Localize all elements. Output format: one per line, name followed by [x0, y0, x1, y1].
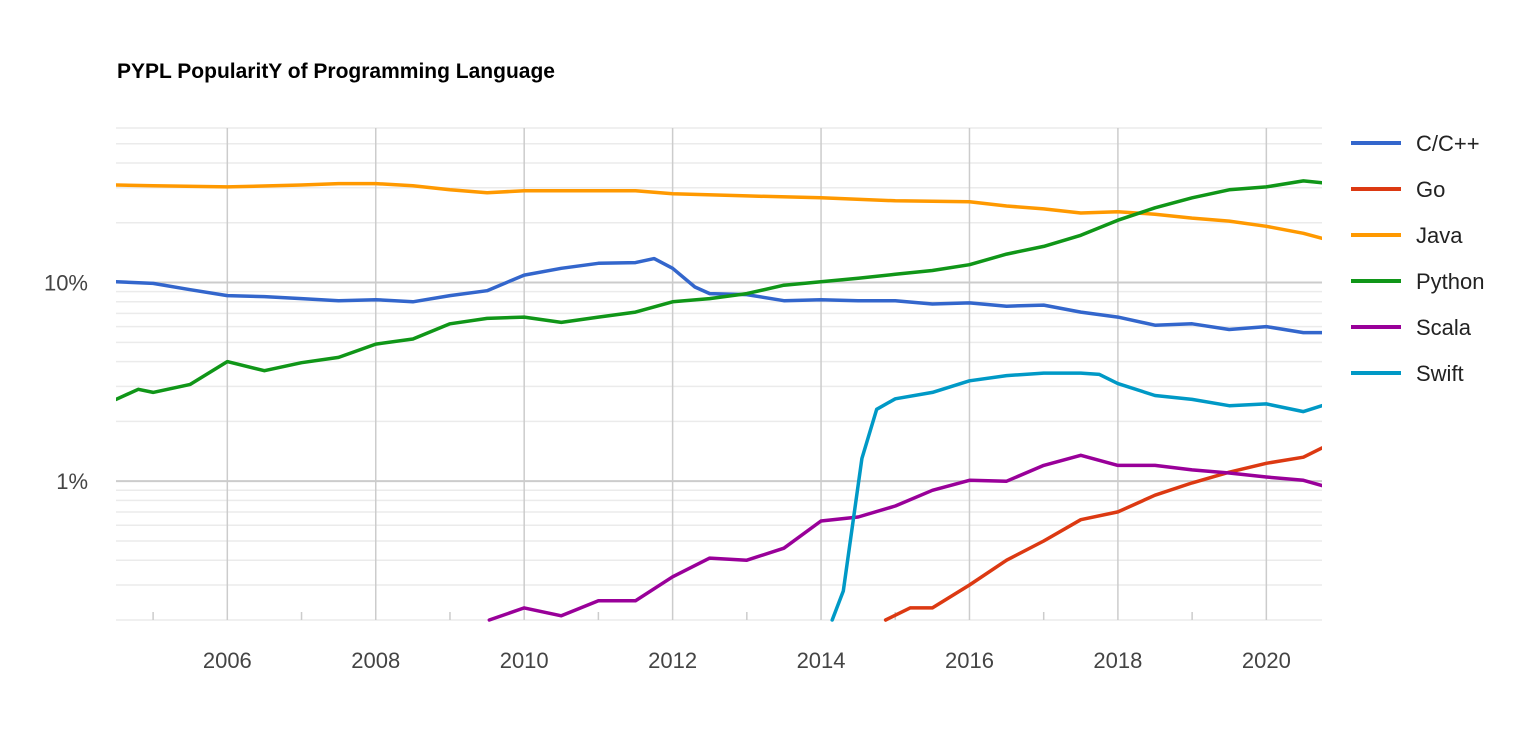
legend-label: Java: [1416, 223, 1463, 248]
x-tick-label: 2006: [203, 648, 252, 673]
y-axis: 10% 1%: [44, 271, 88, 495]
legend-label: Go: [1416, 177, 1445, 202]
y-tick-label: 10%: [44, 271, 88, 296]
legend-label: Swift: [1416, 361, 1464, 386]
x-tick-label: 2012: [648, 648, 697, 673]
x-tick-label: 2008: [351, 648, 400, 673]
legend-item: Go: [1351, 177, 1445, 202]
series-line-go: [883, 446, 1322, 622]
x-tick-label: 2010: [500, 648, 549, 673]
series-line-python: [116, 179, 1322, 402]
series-line-swift: [830, 371, 1322, 622]
legend: C/C++ Go Java Python Scala Swift: [1351, 131, 1485, 386]
chart-title: PYPL PopularitY of Programming Language: [117, 60, 555, 83]
legend-item: Java: [1351, 223, 1463, 248]
series-line-cc: [116, 256, 1322, 335]
legend-label: Scala: [1416, 315, 1472, 340]
legend-item: C/C++: [1351, 131, 1480, 156]
series-line-scala: [487, 453, 1322, 622]
grid: [116, 127, 1322, 621]
x-axis: 2006 2008 2010 2012 2014 2016 2018 2020: [203, 648, 1291, 673]
x-tick-label: 2018: [1093, 648, 1142, 673]
legend-item: Python: [1351, 269, 1485, 294]
x-tick-label: 2016: [945, 648, 994, 673]
x-tick-label: 2020: [1242, 648, 1291, 673]
legend-label: C/C++: [1416, 131, 1480, 156]
legend-item: Scala: [1351, 315, 1472, 340]
x-tick-label: 2014: [797, 648, 846, 673]
series-lines: [116, 179, 1322, 622]
legend-item: Swift: [1351, 361, 1464, 386]
legend-label: Python: [1416, 269, 1485, 294]
series-line-java: [116, 181, 1322, 241]
y-tick-label: 1%: [56, 469, 88, 494]
